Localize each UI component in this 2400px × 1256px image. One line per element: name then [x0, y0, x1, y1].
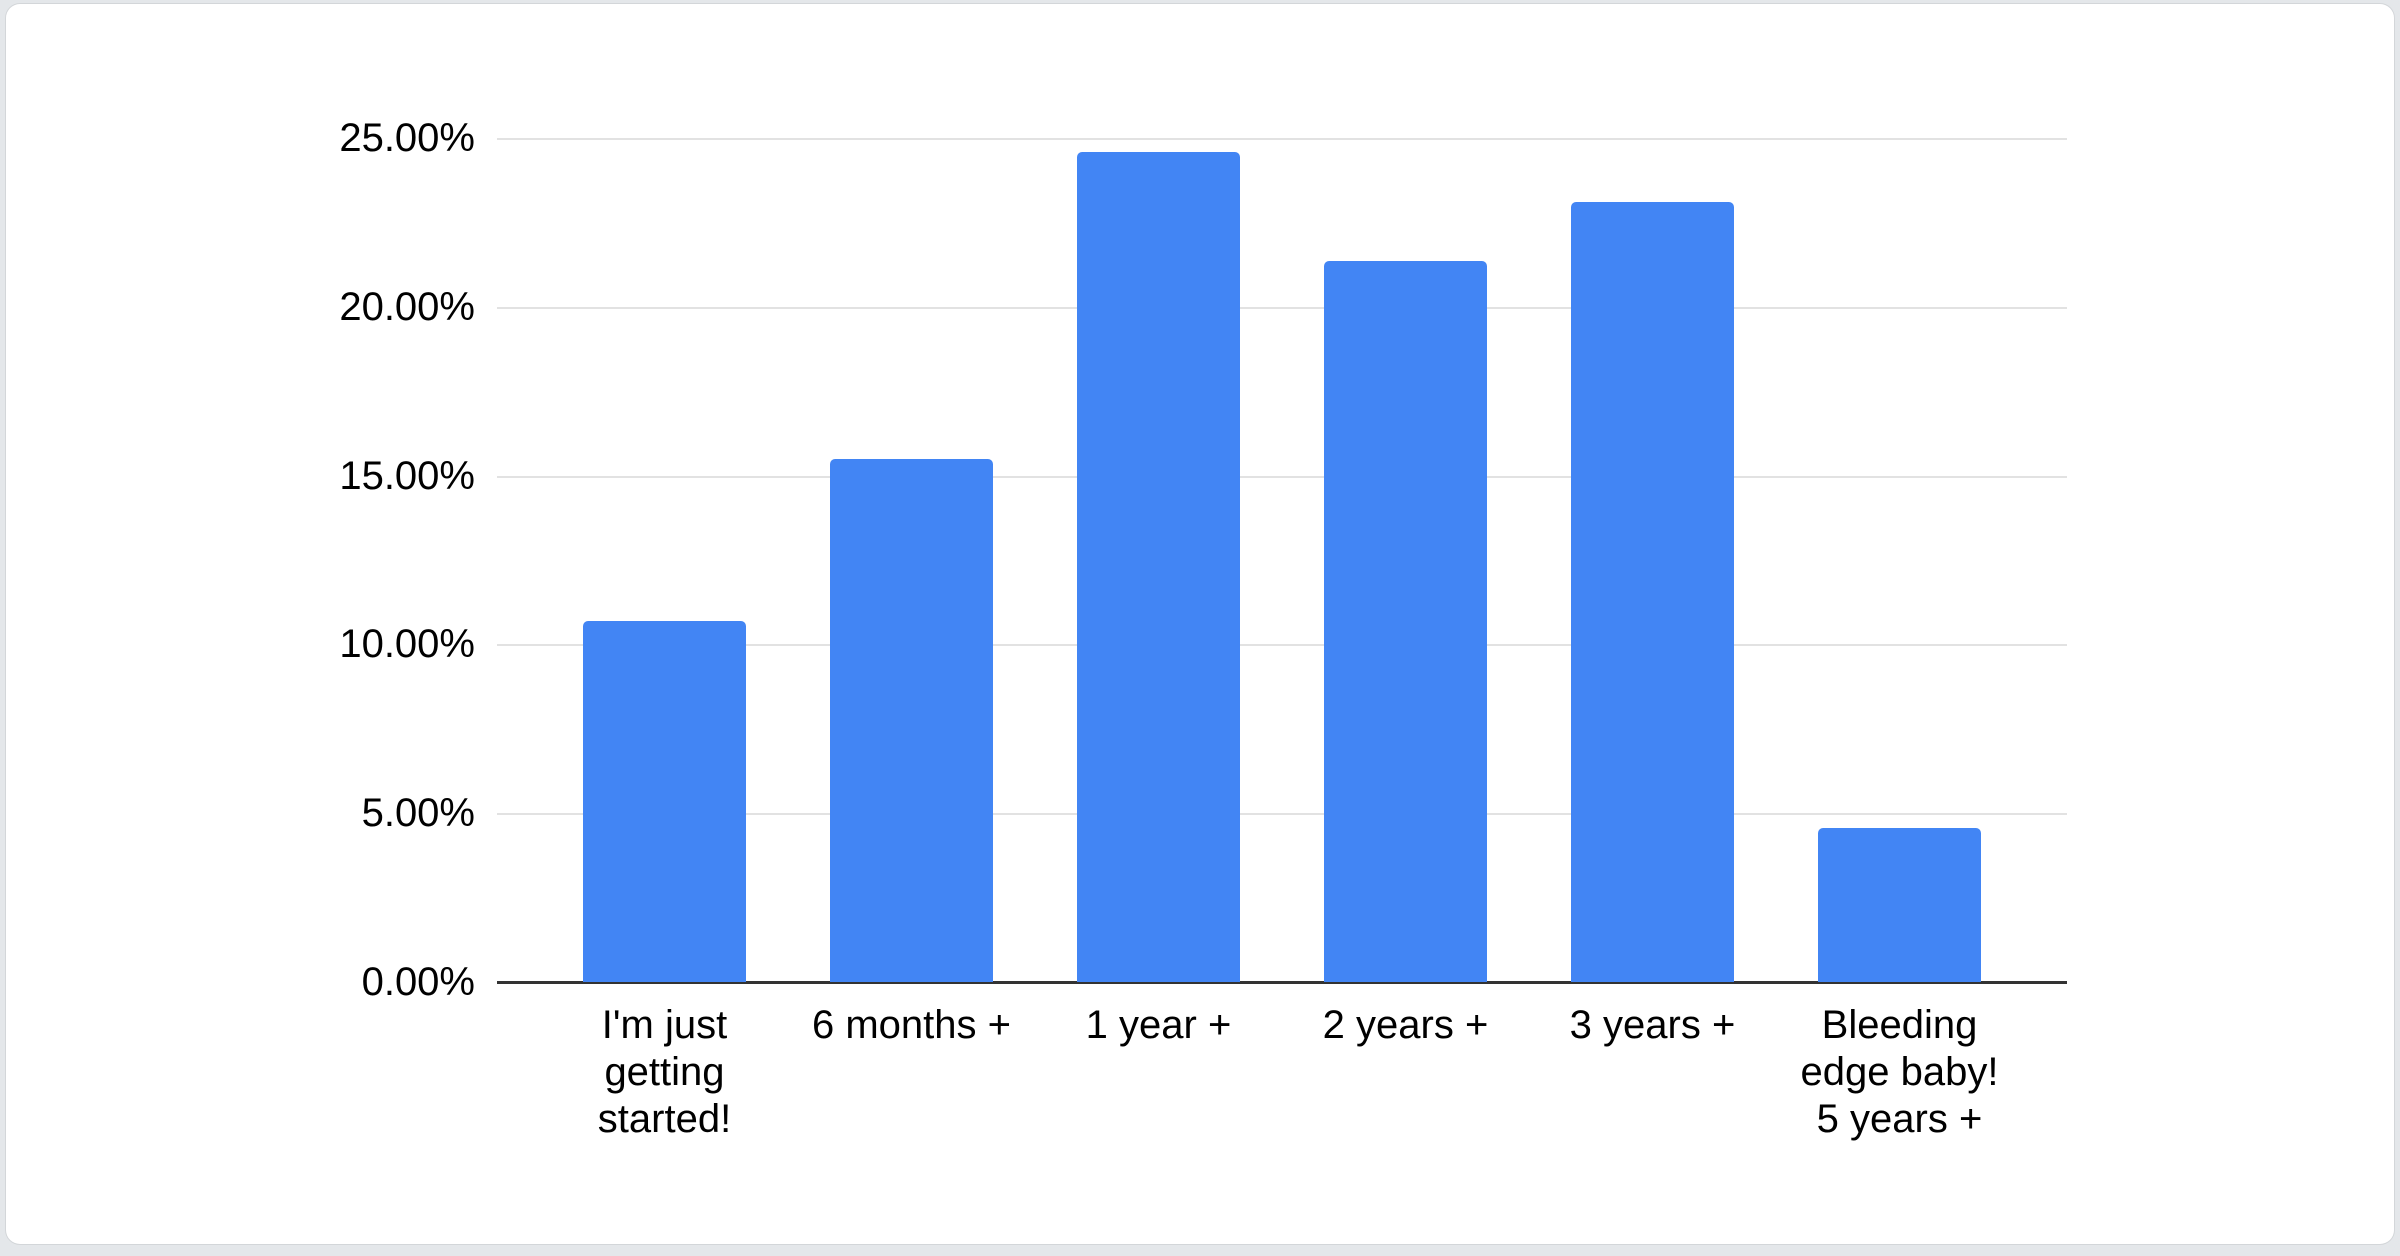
bar-1[interactable] — [583, 620, 746, 982]
y-axis-tick-label: 0.00% — [361, 960, 475, 1004]
bar-6[interactable] — [1818, 828, 1981, 982]
bar-2[interactable] — [830, 458, 993, 982]
x-axis-baseline — [497, 981, 2067, 984]
x-axis-category-label: 3 years + — [1569, 1003, 1736, 1047]
x-axis-category-label: I'm just getting started! — [597, 1003, 732, 1141]
bar-chart: 0.00% 5.00% 10.00% 15.00% 20.00% 25.00% I'm j… — [6, 4, 2394, 1244]
gridline — [497, 644, 2067, 647]
y-axis-tick-label: 15.00% — [339, 453, 475, 498]
y-axis-tick-label: 5.00% — [361, 791, 475, 836]
bar-3[interactable] — [1077, 151, 1240, 982]
chart-card: 0.00% 5.00% 10.00% 15.00% 20.00% 25.00% I'm j… — [6, 4, 2394, 1244]
bar-4[interactable] — [1324, 261, 1487, 982]
x-axis-category-label: 6 months + — [811, 1003, 1011, 1047]
x-axis-category-label: Bleeding edge baby! 5 years + — [1800, 1003, 1999, 1141]
y-axis: 0.00% 5.00% 10.00% 15.00% 20.00% 25.00% — [6, 116, 475, 1004]
gridline — [497, 475, 2067, 478]
plot-area — [497, 138, 2067, 984]
bar-5[interactable] — [1571, 202, 1734, 982]
gridline — [497, 306, 2067, 309]
bar-band — [541, 138, 788, 982]
gridline — [497, 138, 2067, 140]
bar-series — [497, 138, 2067, 982]
y-axis-tick-label: 20.00% — [339, 284, 475, 329]
bar-band — [1035, 138, 1282, 982]
bar-band — [1776, 138, 2023, 982]
bar-band — [788, 138, 1035, 982]
x-axis-category-label: 2 years + — [1322, 1003, 1489, 1047]
x-axis: I'm just getting started! 6 months + 1 yea… — [497, 1002, 2067, 1143]
x-axis-category-label: 1 year + — [1085, 1003, 1232, 1047]
y-axis-tick-label: 25.00% — [339, 116, 475, 160]
gridline — [497, 813, 2067, 816]
bar-band — [1529, 138, 1776, 982]
bar-band — [1282, 138, 1529, 982]
y-axis-tick-label: 10.00% — [339, 622, 475, 667]
